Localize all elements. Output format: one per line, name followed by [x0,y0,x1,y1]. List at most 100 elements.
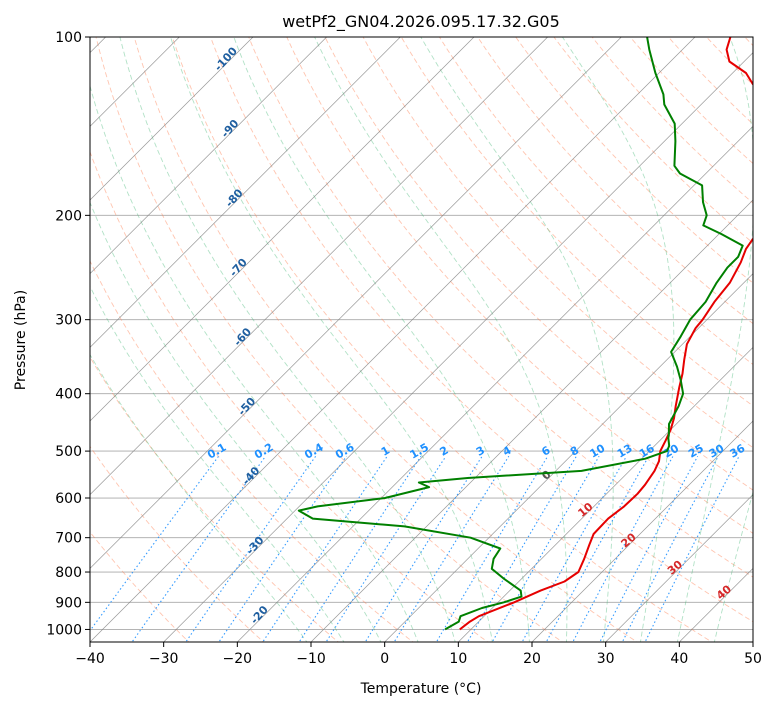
isotherm-line [90,37,696,642]
isotherm-line [457,346,753,642]
y-tick-label: 900 [55,595,82,611]
mixing-ratio-label: 13 [615,442,635,461]
mixing-ratio-line [572,455,674,642]
x-axis-label: Temperature (°C) [360,681,482,697]
y-tick-label: 1000 [46,622,82,638]
y-tick-label: 700 [55,531,82,547]
dewpoint-profile-line [297,37,744,631]
mixing-ratio-line [185,455,317,642]
dry-adiabat-line [553,37,753,244]
moist-adiabat-line [314,37,568,642]
y-axis-label: Pressure (hPa) [13,290,29,390]
x-tick-label: 50 [744,651,762,667]
moist-adiabats [90,37,753,642]
dry-adiabat-line [171,37,713,642]
dry-adiabat-label: -70 [227,256,250,280]
moist-adiabat-line [713,490,753,642]
dry-adiabat-line [744,37,753,47]
moist-adiabat-line [170,37,493,642]
y-tick-label: 500 [55,444,82,460]
moist-adiabat-label: 10 [575,500,595,520]
mixing-ratio-line [131,455,267,642]
mixing-ratio-line [325,455,447,642]
dry-adiabat-label: -10 [252,672,275,696]
mixing-ratio-label: 25 [686,442,706,461]
isotherms [90,37,753,642]
dry-adiabat-label: -90 [219,117,242,141]
moist-adiabat-line [233,37,530,642]
dry-adiabat-line [362,37,753,449]
isotherm-line [90,37,475,422]
dry-adiabat-line [90,531,190,642]
mixing-ratio-label: 10 [587,442,607,461]
moist-adiabat-line [90,201,382,642]
dry-adiabat-label: -60 [231,325,254,349]
x-axis-ticks: −40 −30 −20 −10 0 10 20 30 40 50 [75,642,762,667]
dry-adiabat-line [248,37,753,578]
isotherm-line [310,199,753,642]
y-tick-label: 400 [55,387,82,403]
x-tick-label: 30 [597,651,615,667]
mixing-ratio-line [491,455,600,642]
dry-adiabat-line [324,37,753,491]
dry-adiabat-label: -20 [248,603,271,627]
y-tick-label: 600 [55,491,82,507]
mixing-ratio-label: 0.6 [333,440,357,461]
chart-title: wetPf2_GN04.2026.095.17.32.G05 [282,12,560,32]
moist-adiabat-line [119,37,456,642]
dry-adiabat-line [90,356,339,642]
moist-adiabat-line [676,37,753,642]
dry-adiabats [90,24,775,645]
y-tick-label: 800 [55,565,82,581]
x-tick-label: −10 [296,651,326,667]
dry-adiabat-label: -80 [223,186,246,210]
dry-adiabat-line [400,37,753,407]
mixing-ratio-label: 0.4 [302,441,326,462]
x-tick-label: 10 [449,651,467,667]
mixing-ratio-label: 1.5 [408,441,431,462]
y-tick-label: 100 [55,30,82,46]
x-tick-label: −30 [149,651,179,667]
moist-adiabat-line [562,37,675,642]
dry-adiabat-line [90,445,265,642]
dry-adiabat-line [133,37,638,642]
mixing-ratio-line [545,455,650,642]
dry-adiabat-line [90,259,414,642]
x-tick-label: 20 [523,651,541,667]
isotherm-line [384,273,753,642]
isotherm-line [163,52,753,642]
moist-adiabat-label: 30 [665,558,685,578]
dry-adiabat-line [438,37,753,365]
dry-adiabat-line [629,37,753,165]
mixing-ratio-line [218,455,347,642]
dry-adiabat-line [770,24,775,645]
isotherm-line [531,420,753,642]
isotherm-line [90,37,401,348]
mixing-ratio-line [599,455,699,642]
x-tick-label: −20 [223,651,253,667]
temperature-profile-line [459,37,753,631]
isotherm-line [605,494,753,642]
dry-adiabat-line [210,37,753,623]
mixing-ratio-label: 30 [707,442,727,461]
dry-adiabat-label: -30 [244,534,267,558]
mixing-ratio-line [298,455,422,642]
mixing-ratio-line [435,455,549,642]
mixing-ratio-line [262,455,388,642]
moist-adiabat-label: 40 [714,582,734,602]
dry-adiabat-line [286,37,753,534]
y-tick-label: 300 [55,313,82,329]
dry-adiabat-line [705,37,753,86]
mixing-ratio-line [90,455,220,632]
mixing-ratio-line [393,455,510,642]
x-tick-label: −40 [75,651,105,667]
dry-adiabat-label: -50 [235,395,258,419]
dry-adiabat-line [90,150,489,642]
mixing-ratio-label: 0.1 [205,441,228,462]
mixing-ratio-label: 0.2 [252,441,275,462]
isotherm-line [90,37,622,569]
x-tick-label: 40 [670,651,688,667]
x-tick-label: 0 [380,651,389,667]
mixing-ratio-lines [90,455,740,642]
